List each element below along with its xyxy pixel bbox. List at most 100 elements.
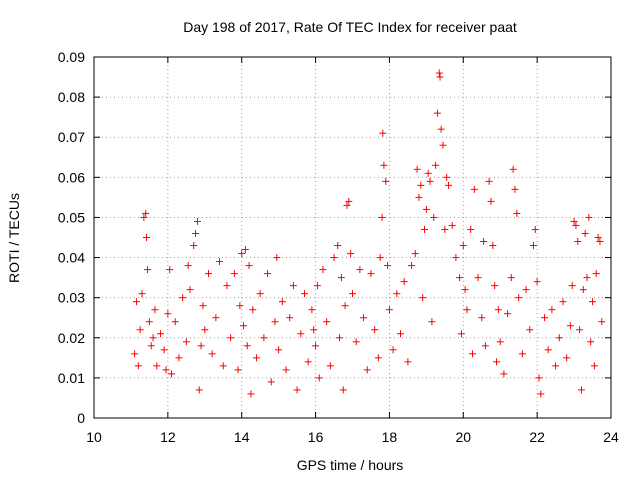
data-point [376,254,384,262]
data-point [469,350,477,358]
data-point [504,310,512,318]
data-point [417,181,425,189]
data-point [286,314,294,322]
x-tick-label: 10 [86,429,102,445]
data-point [238,250,246,258]
data-point [544,346,552,354]
data-point [518,350,526,358]
data-point [186,286,194,294]
data-point [273,254,281,262]
data-point [208,350,216,358]
data-point [515,294,523,302]
data-point [511,185,519,193]
y-tick-label: 0.02 [58,330,85,346]
data-point [537,390,545,398]
data-point [138,290,146,298]
data-point [594,234,602,241]
plot-frame [93,56,612,419]
data-point [459,242,467,250]
data-point [533,278,541,286]
data-point [461,286,469,294]
data-point [535,374,543,382]
data-point [345,197,353,205]
data-point [256,290,264,298]
data-point [380,161,388,169]
data-point [179,294,187,302]
axis-ticks: 10 12 14 16 18 20 22 24 0 0.01 0.02 0.03 0.04 0.05 0.0… [58,49,619,445]
data-point [323,318,331,326]
data-point [267,378,275,386]
data-point [282,366,290,374]
data-point [168,370,176,378]
data-point [400,278,408,286]
data-point [374,354,382,362]
data-point [393,290,401,298]
data-points [131,69,606,398]
data-point [467,225,475,233]
data-point [496,338,504,346]
data-point [252,354,260,362]
data-point [413,165,421,173]
data-point [249,306,257,314]
data-point [223,282,231,290]
data-point [404,358,412,366]
data-point [142,234,150,241]
data-point [572,221,580,229]
data-point [149,334,157,342]
data-point [570,217,578,225]
data-point [313,282,321,290]
data-point [513,209,521,217]
y-tick-label: 0.06 [58,169,85,185]
data-point [349,290,356,298]
data-point [430,213,438,221]
data-point [136,326,144,334]
data-point [337,274,345,282]
data-point [457,330,465,338]
data-point [583,274,591,282]
data-point [481,342,489,350]
data-point [419,294,427,302]
data-point [336,334,344,342]
data-point [356,266,364,274]
data-point [264,270,272,278]
y-tick-label: 0.09 [58,49,85,65]
data-point [241,246,249,254]
x-tick-label: 18 [382,429,398,445]
data-point [297,330,305,338]
data-point [439,141,447,149]
data-point [339,386,347,394]
x-tick-label: 24 [603,429,619,445]
data-point [577,386,585,394]
data-point [308,306,316,314]
data-point [140,213,148,221]
data-point [433,109,441,117]
x-tick-label: 16 [308,429,324,445]
data-point [164,310,172,318]
data-point [385,306,393,314]
data-point [585,213,593,221]
data-point [415,193,423,201]
data-point [230,270,238,278]
data-point [448,221,456,229]
x-tick-label: 14 [234,429,250,445]
data-point [330,254,338,262]
data-point [234,366,242,374]
data-point [436,73,444,81]
data-point [500,370,508,378]
data-point [470,185,478,193]
data-point [437,125,445,133]
data-point [243,342,251,350]
data-point [574,238,582,246]
data-point [494,306,502,314]
data-point [421,225,429,233]
data-point [160,346,168,354]
data-point [236,302,244,310]
data-point [589,298,597,306]
data-point [579,286,587,294]
y-tick-label: 0.05 [58,209,85,225]
data-point [156,330,164,338]
data-point [201,326,209,334]
data-point [175,354,183,362]
data-point [435,69,443,77]
data-point [531,225,539,233]
